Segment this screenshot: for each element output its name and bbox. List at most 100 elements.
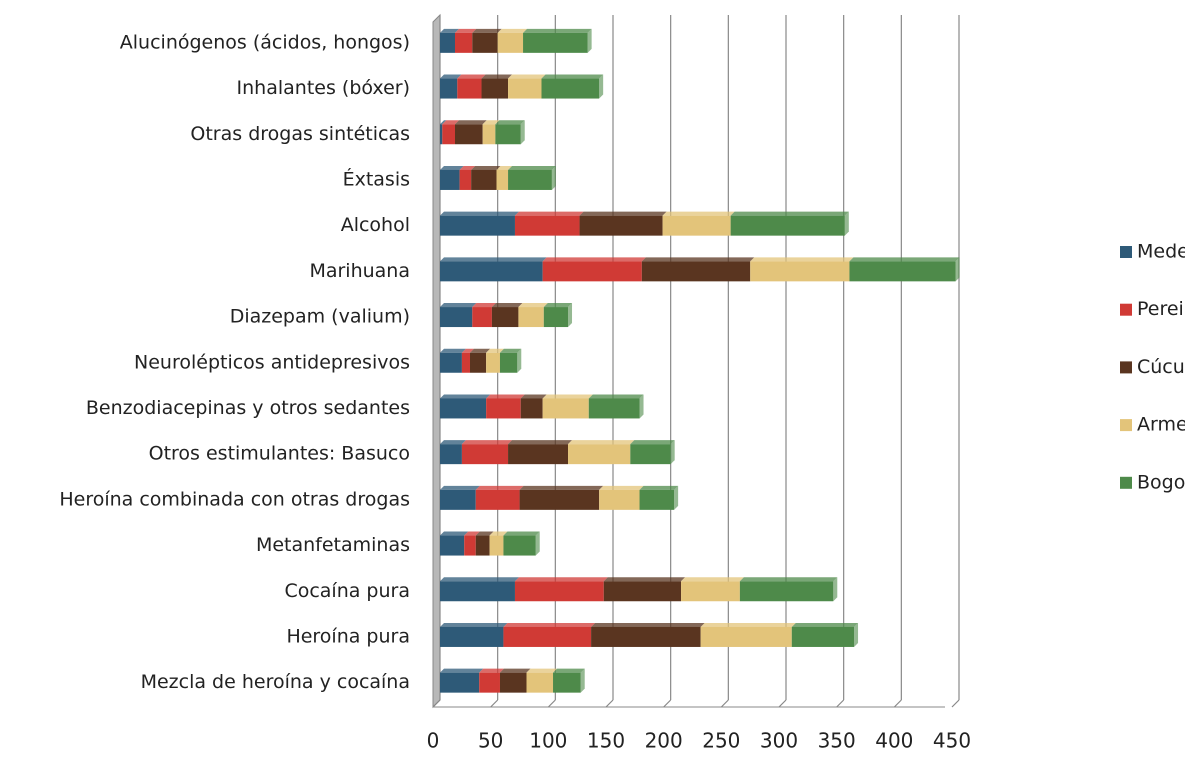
bar-segment	[482, 124, 496, 145]
bar-top	[503, 531, 540, 536]
bar-segment	[542, 261, 642, 282]
bar-top	[568, 440, 635, 445]
legend-label: Pereira/11	[1137, 298, 1185, 320]
bar-top	[440, 577, 519, 582]
bar-segment	[599, 489, 640, 510]
bar-segment	[641, 261, 751, 282]
bar-top	[440, 120, 447, 125]
bar-segment	[662, 215, 731, 236]
bar-top	[541, 74, 604, 79]
x-tick-label: 250	[702, 729, 740, 753]
grid-foot	[951, 699, 960, 708]
bar-top	[849, 257, 960, 262]
bar-segment	[454, 32, 473, 53]
category-label: Heroína combinada con otras drogas	[59, 488, 410, 510]
category-label: Benzodiacepinas y otros sedantes	[86, 397, 410, 419]
bar-segment	[479, 672, 500, 693]
bar-segment	[514, 581, 604, 602]
category-label: Heroína pura	[286, 625, 410, 647]
legend-swatch	[1120, 361, 1132, 374]
bar-segment	[503, 626, 592, 647]
x-tick-label: 400	[875, 729, 913, 753]
bar-top	[471, 165, 501, 170]
bar-top	[440, 211, 519, 216]
bar-segment	[472, 32, 498, 53]
bar-segment	[440, 489, 476, 510]
bar-top	[630, 440, 675, 445]
bar-top	[496, 165, 513, 170]
bar-top	[461, 440, 513, 445]
x-tick-label: 50	[478, 729, 503, 753]
bar-top	[486, 348, 504, 353]
bar-top	[479, 668, 504, 673]
bar-segment	[750, 261, 850, 282]
bar-segment	[440, 444, 462, 465]
bar-segment	[681, 581, 740, 602]
bar-top	[499, 348, 522, 353]
bar-segment	[440, 261, 543, 282]
bar-top	[495, 120, 525, 125]
category-label: Éxtasis	[343, 167, 410, 190]
bar-top	[454, 120, 487, 125]
bar-top	[472, 28, 502, 33]
x-tick-label: 0	[427, 729, 440, 753]
bar-end	[535, 531, 540, 556]
bar-top	[526, 668, 558, 673]
bar-top	[440, 348, 466, 353]
bar-segment	[568, 444, 631, 465]
bar-end	[639, 394, 644, 419]
category-label: Otras drogas sintéticas	[190, 123, 410, 145]
bar-segment	[440, 307, 473, 328]
bar-top	[700, 622, 796, 627]
bar-segment	[849, 261, 956, 282]
bar-segment	[791, 626, 855, 647]
bar-top	[472, 303, 496, 308]
bar-top	[481, 74, 513, 79]
bar-top	[591, 622, 705, 627]
bar-segment	[457, 78, 482, 99]
bar-top	[482, 120, 500, 125]
legend-label: Cúcuta	[1137, 356, 1185, 378]
grid-foot	[893, 699, 902, 708]
bar-top	[579, 211, 667, 216]
bar-segment	[469, 352, 487, 373]
bar-segment	[519, 489, 600, 510]
bar-segment	[454, 124, 483, 145]
bar-top	[641, 257, 755, 262]
category-label: Metanfetaminas	[256, 534, 410, 556]
bar-segment	[461, 352, 470, 373]
bar-segment	[523, 32, 588, 53]
bar-top	[508, 165, 556, 170]
grid-foot	[778, 699, 787, 708]
bar-segment	[639, 489, 675, 510]
bar-segment	[739, 581, 834, 602]
bar-segment	[459, 169, 472, 190]
bar-top	[543, 303, 573, 308]
bar-segment	[440, 581, 515, 602]
x-tick-label: 450	[933, 729, 971, 753]
bar-segment	[630, 444, 671, 465]
bar-top	[440, 74, 462, 79]
bar-segment	[514, 215, 580, 236]
bar-segment	[553, 672, 581, 693]
bar-top	[440, 485, 480, 490]
bar-segment	[440, 78, 458, 99]
legend-swatch	[1120, 303, 1132, 316]
bar-segment	[503, 535, 536, 556]
bar-segment	[495, 124, 521, 145]
bar-segment	[499, 672, 527, 693]
bar-top	[730, 211, 849, 216]
bar-segment	[579, 215, 663, 236]
bar-segment	[543, 307, 569, 328]
bar-top	[440, 303, 477, 308]
bar-end	[854, 622, 859, 647]
legend-label: Medellín/11	[1137, 241, 1185, 263]
bar-segment	[508, 78, 542, 99]
bar-end	[520, 120, 525, 145]
bar-top	[518, 303, 548, 308]
legend-swatch	[1120, 419, 1132, 432]
bar-end	[833, 577, 838, 602]
bar-top	[459, 165, 476, 170]
bar-segment	[496, 169, 509, 190]
x-tick-label: 300	[760, 729, 798, 753]
